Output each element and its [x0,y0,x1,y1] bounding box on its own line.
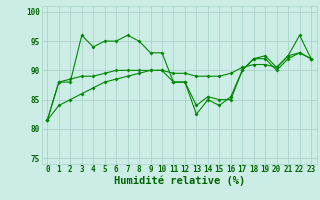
X-axis label: Humidité relative (%): Humidité relative (%) [114,176,245,186]
